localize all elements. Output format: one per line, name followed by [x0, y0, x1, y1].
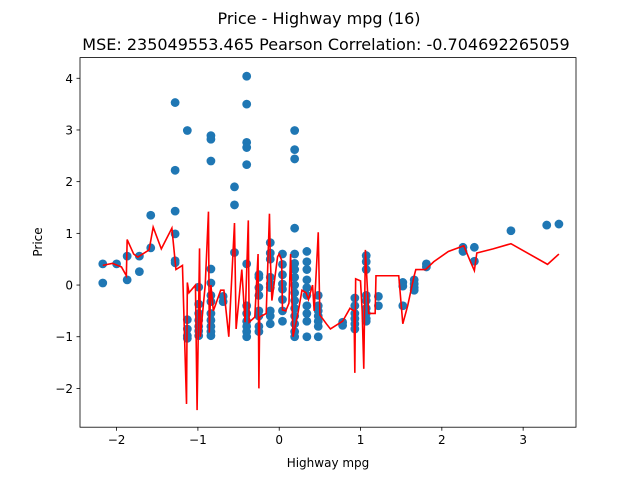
scatter-point — [206, 331, 216, 341]
scatter-point — [170, 165, 180, 175]
y-tick-label: 0 — [65, 279, 73, 293]
scatter-point — [122, 275, 132, 285]
scatter-point — [290, 265, 300, 274]
x-tick-label: 3 — [519, 433, 527, 447]
y-tick-label: 3 — [65, 123, 73, 137]
scatter-point — [290, 249, 300, 259]
scatter-point — [506, 226, 516, 236]
scatter-point — [206, 156, 216, 166]
scatter-point — [469, 242, 479, 252]
scatter-point — [313, 290, 323, 300]
scatter-point — [313, 322, 323, 331]
scatter-point — [302, 301, 312, 311]
scatter-point — [290, 223, 300, 233]
x-tick-label: 2 — [438, 433, 446, 447]
scatter-point — [98, 278, 108, 288]
scatter-point — [146, 210, 156, 220]
scatter-point — [302, 316, 312, 326]
scatter-point — [265, 283, 275, 293]
scatter-point — [302, 247, 312, 256]
prediction-line — [102, 211, 560, 411]
scatter-point — [290, 154, 300, 164]
x-tick-label: −1 — [189, 433, 207, 447]
scatter-point — [290, 258, 300, 268]
scatter-point — [290, 272, 300, 282]
scatter-point — [170, 98, 180, 107]
scatter-point — [206, 134, 216, 144]
plot-area — [98, 71, 564, 411]
y-tick-label: 1 — [65, 227, 73, 241]
scatter-point — [398, 301, 408, 311]
y-tick-label: 2 — [65, 175, 73, 189]
scatter-point — [290, 145, 300, 155]
scatter-point — [242, 99, 252, 109]
scatter-point — [278, 316, 287, 326]
scatter-point — [554, 219, 564, 229]
scatter-point — [265, 311, 275, 321]
scatter-point — [230, 182, 239, 192]
scatter-point — [313, 332, 323, 342]
x-axis-label: Highway mpg — [287, 456, 370, 470]
scatter-point — [242, 71, 252, 81]
scatter-point — [398, 281, 408, 291]
scatter-point — [302, 283, 312, 293]
scatter-point — [242, 143, 252, 152]
scatter-point — [302, 265, 312, 274]
scatter-point — [230, 200, 239, 210]
x-tick-label: 0 — [275, 433, 283, 447]
scatter-point — [278, 306, 287, 316]
scatter-point — [265, 319, 275, 329]
y-axis-label: Price — [31, 227, 45, 256]
chart-subtitle: MSE: 235049553.465 Pearson Correlation: … — [82, 35, 569, 54]
scatter-point — [374, 301, 383, 311]
scatter-point — [290, 280, 300, 290]
y-tick-label: 4 — [65, 72, 73, 86]
chart-title: Price - Highway mpg (16) — [217, 9, 420, 28]
scatter-point — [302, 275, 312, 285]
axis-ticks: −2 −1 0 1 2 3 −2 −1 0 1 2 3 4 — [55, 72, 527, 447]
scatter-point — [302, 332, 312, 342]
scatter-point — [134, 267, 144, 277]
scatter-point — [302, 257, 312, 267]
scatter-point — [542, 220, 552, 230]
scatter-point — [242, 160, 252, 170]
scatter-point — [290, 126, 300, 135]
scatter-point — [361, 296, 371, 305]
axes-frame — [79, 57, 577, 428]
scatter-point — [290, 332, 300, 342]
x-tick-label: 1 — [357, 433, 365, 447]
scatter-point — [170, 206, 180, 216]
x-tick-label: −2 — [108, 433, 126, 447]
y-tick-label: −1 — [55, 330, 73, 344]
y-tick-label: −2 — [55, 382, 73, 396]
scatter-point — [98, 259, 108, 269]
scatter-point — [242, 332, 252, 342]
scatter-point — [182, 126, 192, 135]
scatter-point — [206, 264, 216, 274]
scatter-point — [302, 309, 312, 318]
